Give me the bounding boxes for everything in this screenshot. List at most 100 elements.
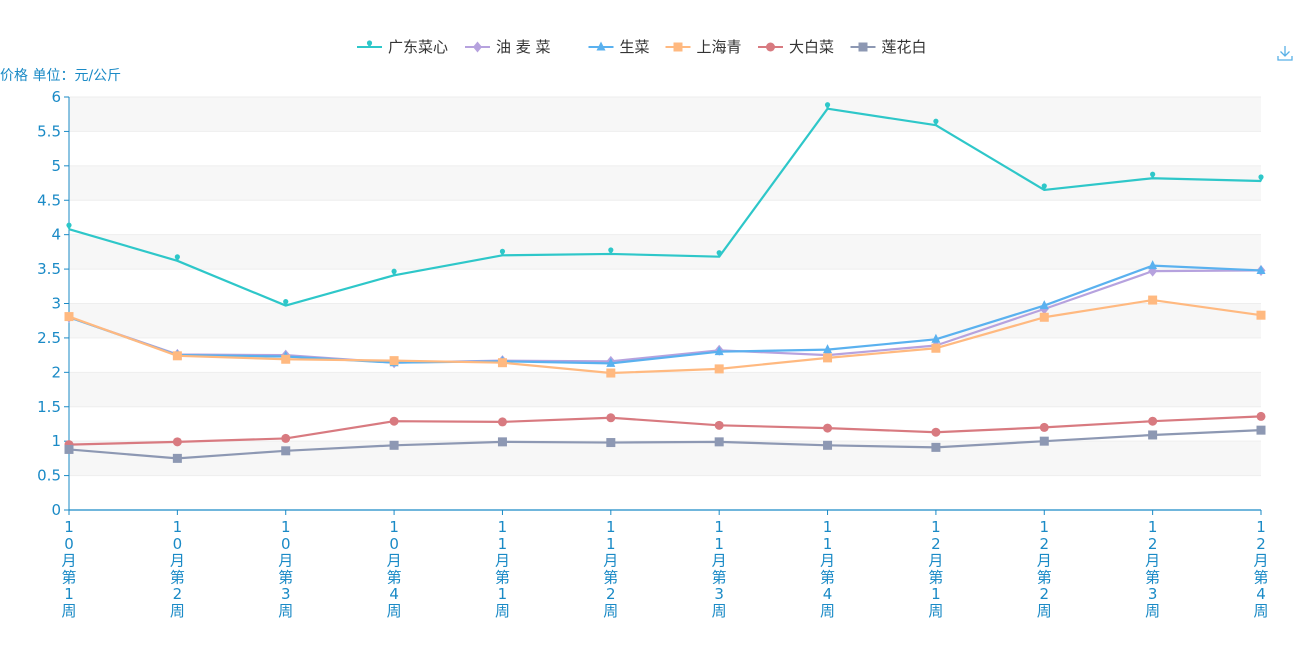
grid-band — [69, 165, 1261, 201]
legend: 广东菜心 油 麦 菜 生菜 上海青 大白菜 莲花白 — [357, 38, 927, 56]
series-0 — [66, 102, 1264, 307]
y-tick-label: 2 — [51, 363, 61, 381]
y-tick-label: 1.5 — [37, 398, 61, 416]
data-point — [606, 368, 616, 378]
series-5 — [64, 425, 1266, 463]
legend-label: 莲花白 — [882, 38, 927, 56]
grid-band — [69, 372, 1261, 407]
legend-item: 上海青 — [665, 38, 742, 56]
y-tick-label: 2.5 — [37, 329, 61, 347]
grid-band — [69, 406, 1261, 442]
data-point — [823, 353, 833, 363]
y-tick-label: 0.5 — [37, 467, 61, 485]
legend-label: 生菜 — [620, 38, 650, 56]
data-point — [172, 453, 182, 463]
legend-label: 广东菜心 — [388, 38, 448, 56]
y-tick-label: 4.5 — [37, 191, 61, 209]
legend-marker — [596, 41, 606, 51]
legend-marker — [473, 41, 482, 53]
y-tick-label: 3 — [51, 295, 61, 313]
data-point — [391, 268, 397, 277]
data-point — [389, 416, 399, 426]
x-tick-label: 1 2 月第 3 周 — [1145, 518, 1160, 620]
data-point — [931, 427, 941, 437]
x-tick-label: 1 2 月第 2 周 — [1037, 518, 1052, 620]
data-point — [1039, 300, 1049, 310]
data-point — [1150, 171, 1156, 180]
x-tick-label: 1 1 月第 1 周 — [495, 518, 510, 620]
series-line — [68, 415, 1262, 446]
data-point — [66, 222, 72, 231]
x-tick-label: 1 0 月第 3 周 — [278, 518, 293, 620]
data-point — [716, 250, 722, 258]
x-tick-label: 1 2 月第 1 周 — [928, 518, 943, 620]
grid-band — [69, 269, 1261, 304]
data-point — [823, 423, 833, 433]
download-icon[interactable] — [1276, 44, 1294, 62]
data-point — [1256, 425, 1266, 435]
data-point — [1148, 295, 1158, 305]
data-point — [1256, 310, 1266, 320]
data-point — [608, 247, 614, 255]
data-point — [823, 344, 833, 354]
data-point — [64, 444, 74, 454]
data-point — [824, 102, 831, 110]
data-point — [1256, 264, 1266, 274]
legend-marker — [366, 40, 373, 48]
data-point — [499, 248, 506, 257]
data-point — [281, 354, 291, 364]
legend-item: 油 麦 菜 — [465, 38, 551, 56]
legend-marker — [858, 42, 868, 52]
series-line — [68, 269, 1262, 364]
data-point — [1039, 422, 1049, 432]
x-tick-label: 1 1 月第 2 周 — [603, 518, 618, 620]
legend-marker — [766, 42, 775, 52]
data-point — [1039, 312, 1049, 322]
data-point — [283, 298, 289, 307]
legend-marker — [673, 42, 683, 52]
data-point — [714, 420, 724, 430]
legend-item: 生菜 — [588, 38, 650, 56]
data-point — [1148, 416, 1158, 426]
grid-band — [69, 97, 1261, 132]
data-point — [931, 343, 941, 353]
data-point — [714, 437, 724, 447]
data-point — [497, 358, 507, 368]
data-point — [1039, 436, 1049, 446]
y-tick-label: 0 — [51, 501, 61, 519]
data-point — [1041, 183, 1047, 191]
grid-band — [69, 303, 1261, 338]
x-tick-label: 1 2 月第 4 周 — [1253, 518, 1268, 620]
y-tick-label: 3.5 — [37, 260, 61, 278]
y-tick-label: 5 — [51, 157, 61, 175]
x-tick-label: 1 0 月第 4 周 — [387, 518, 402, 620]
data-point — [497, 417, 507, 427]
data-point — [389, 356, 399, 366]
series-line — [68, 264, 1262, 365]
grid-band — [69, 131, 1261, 166]
legend-label: 大白菜 — [789, 38, 834, 56]
data-point — [1256, 411, 1266, 421]
data-point — [174, 254, 180, 262]
grid-band — [69, 475, 1261, 510]
y-axis-label: 价格 单位：元/公斤 — [0, 68, 121, 84]
data-point — [933, 118, 939, 127]
y-tick-label: 6 — [51, 88, 61, 106]
x-tick-label: 1 1 月第 4 周 — [820, 518, 835, 620]
data-point — [714, 346, 724, 356]
data-point — [714, 364, 724, 374]
legend-item: 广东菜心 — [357, 38, 448, 56]
legend-item: 莲花白 — [850, 38, 927, 56]
data-point — [497, 437, 507, 447]
data-point — [1148, 430, 1158, 440]
data-point — [281, 433, 291, 443]
y-tick-label: 5.5 — [37, 122, 61, 140]
data-point — [1258, 174, 1264, 182]
legend-item: 大白菜 — [758, 38, 834, 56]
series-3 — [64, 295, 1266, 378]
data-point — [823, 440, 833, 450]
grid-band — [69, 441, 1261, 476]
data-point — [606, 438, 616, 448]
data-point — [64, 312, 74, 322]
